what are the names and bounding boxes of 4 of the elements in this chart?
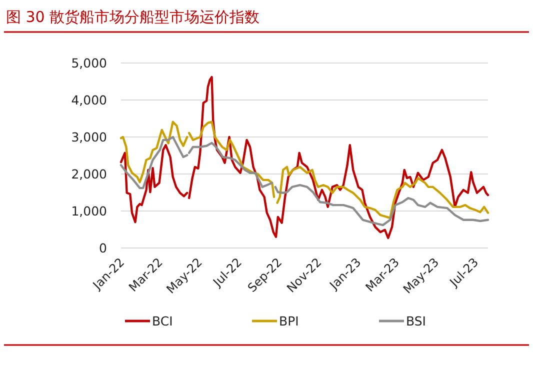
title: 图 30 散货船市场分船型市场运价指数 <box>6 8 260 26</box>
legend-label: BCI <box>152 314 173 328</box>
legend-label: BPI <box>279 314 299 328</box>
legend-label: BSI <box>406 314 426 328</box>
